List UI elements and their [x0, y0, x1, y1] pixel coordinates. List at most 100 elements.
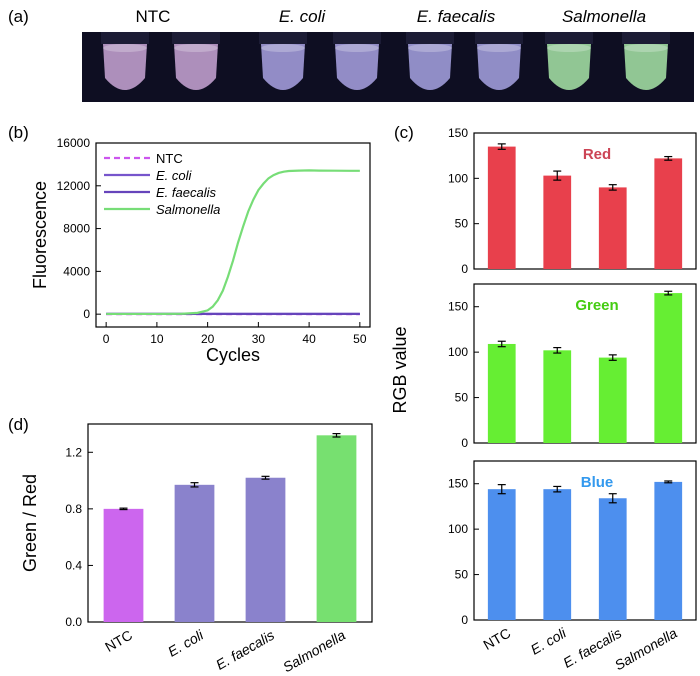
- x-tick-label: E. coli: [165, 626, 207, 659]
- y-tick-label: 100: [448, 522, 468, 536]
- y-tick-label: 150: [448, 477, 468, 491]
- tube-surface: [547, 44, 591, 52]
- tube-surface: [477, 44, 521, 52]
- x-tick-label: E. faecalis: [213, 627, 277, 673]
- tube: [477, 44, 521, 90]
- x-tick-label: Salmonella: [280, 627, 348, 676]
- x-tick-label: 0: [103, 332, 110, 346]
- y-tick-label: 150: [448, 126, 468, 140]
- tube-rim: [333, 32, 381, 44]
- legend-entry: Salmonella: [156, 202, 220, 217]
- panel-a-photo: NTC E. coli E. faecalis Salmonella: [82, 7, 694, 102]
- y-tick-label: 0: [461, 436, 468, 450]
- panel-c-label: (c): [394, 123, 414, 142]
- y-tick-label: 16000: [57, 136, 91, 150]
- bar: [487, 146, 516, 269]
- tube-surface: [335, 44, 379, 52]
- red-bar-chart: 0 50 100 150 Red: [448, 126, 697, 276]
- plot-frame: [473, 283, 697, 444]
- x-tick-label: 30: [252, 332, 266, 346]
- tube-surface: [103, 44, 147, 52]
- bar: [174, 484, 215, 622]
- chart-title: Red: [583, 146, 611, 163]
- y-tick-label: 50: [455, 217, 469, 231]
- y-tick-label: 0.4: [65, 558, 82, 572]
- bar: [598, 498, 627, 620]
- bar: [245, 477, 286, 622]
- tube-surface: [174, 44, 218, 52]
- legend-entry: E. faecalis: [156, 185, 216, 200]
- sample-label: E. coli: [279, 7, 327, 26]
- tube: [547, 44, 591, 90]
- x-tick-label: 20: [201, 332, 215, 346]
- sample-label: NTC: [136, 7, 171, 26]
- y-tick-label: 8000: [63, 222, 90, 236]
- legend-entry: NTC: [156, 151, 183, 166]
- y-tick-label: 100: [448, 171, 468, 185]
- x-axis-label: Cycles: [206, 345, 260, 365]
- tube-surface: [408, 44, 452, 52]
- tube-rim: [406, 32, 454, 44]
- tube: [624, 44, 668, 90]
- y-tick-label: 12000: [57, 179, 91, 193]
- bar: [487, 343, 516, 443]
- green-red-ratio-chart: 0.0 0.4 0.8 1.2 NTC E. coli E. faecalis Salmone…: [20, 423, 373, 676]
- tube-rim: [172, 32, 220, 44]
- chart-title: Blue: [581, 474, 614, 491]
- tube: [174, 44, 218, 90]
- tube-rim: [101, 32, 149, 44]
- tube-rim: [622, 32, 670, 44]
- x-tick-label: NTC: [102, 627, 135, 655]
- bar: [654, 158, 683, 269]
- legend-entry: E. coli: [156, 168, 193, 183]
- bar: [543, 350, 572, 443]
- tube: [261, 44, 305, 90]
- x-tick-label: 10: [150, 332, 164, 346]
- y-tick-label: 4000: [63, 264, 90, 278]
- y-tick-label: 100: [448, 345, 468, 359]
- sample-label: Salmonella: [562, 7, 646, 26]
- y-tick-label: 1.2: [65, 445, 82, 459]
- bar: [598, 357, 627, 443]
- bar: [487, 489, 516, 620]
- plot-frame: [473, 132, 697, 270]
- x-tick-label: 40: [302, 332, 316, 346]
- x-tick-label: E. coli: [528, 624, 570, 657]
- series-line: [106, 169, 360, 316]
- tube: [335, 44, 379, 90]
- tube-rim: [475, 32, 523, 44]
- y-axis-label: Green / Red: [20, 474, 40, 572]
- x-tick-label: Salmonella: [612, 625, 680, 674]
- y-tick-label: 150: [448, 300, 468, 314]
- tube-surface: [624, 44, 668, 52]
- bar: [654, 293, 683, 443]
- y-tick-label: 50: [455, 568, 469, 582]
- green-bar-chart: 0 50 100 150 Green: [448, 283, 697, 450]
- y-axis-label: Fluorescence: [30, 181, 50, 289]
- chart-title: Green: [575, 297, 618, 314]
- tube: [408, 44, 452, 90]
- x-tick-label: 50: [353, 332, 367, 346]
- tube-rim: [545, 32, 593, 44]
- sample-label: E. faecalis: [417, 7, 496, 26]
- rgb-value-ylabel: RGB value: [390, 326, 410, 413]
- bar: [543, 175, 572, 269]
- y-tick-label: 0: [461, 262, 468, 276]
- panel-b-label: (b): [8, 123, 29, 142]
- plot-frame: [95, 142, 371, 328]
- y-tick-label: 0.0: [65, 615, 82, 629]
- y-tick-label: 0: [461, 613, 468, 627]
- bar: [103, 508, 144, 622]
- y-tick-label: 0.8: [65, 502, 82, 516]
- panel-a-label: (a): [8, 7, 29, 26]
- bar: [316, 435, 357, 622]
- plot-frame: [87, 423, 373, 623]
- y-tick-label: 0: [83, 307, 90, 321]
- tube-surface: [261, 44, 305, 52]
- bar: [543, 489, 572, 620]
- bar: [598, 187, 627, 269]
- x-tick-label: NTC: [480, 625, 513, 653]
- tube-rim: [259, 32, 307, 44]
